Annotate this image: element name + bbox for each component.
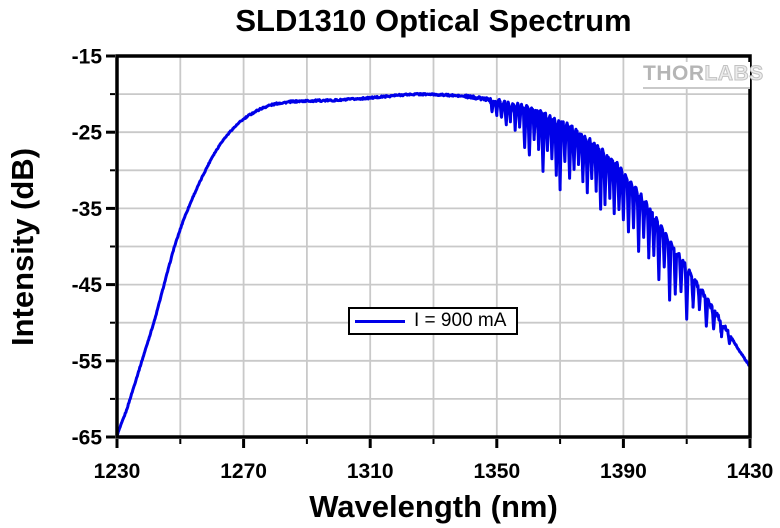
x-tick-label: 1230 xyxy=(94,460,141,483)
legend-line-swatch xyxy=(355,319,405,323)
x-tick-label: 1350 xyxy=(473,460,520,483)
legend-label: I = 900 mA xyxy=(414,310,507,331)
x-tick-label: 1310 xyxy=(347,460,394,483)
axis-ticks: 1230 1270 1310 1350 1390 1430 -15 -25 -35 -45 -55 -… xyxy=(72,46,774,484)
x-tick-label: 1430 xyxy=(727,460,774,483)
thorlabs-logo-labs: LABS xyxy=(704,62,764,86)
y-tick-label: -15 xyxy=(72,46,103,69)
x-axis-title: Wavelength (nm) xyxy=(309,489,558,524)
y-tick-label: -35 xyxy=(72,198,103,221)
y-tick-label: -45 xyxy=(72,274,103,297)
x-tick-label: 1390 xyxy=(600,460,647,483)
y-tick-label: -55 xyxy=(72,350,103,373)
y-axis-title: Intensity (dB) xyxy=(5,147,40,347)
y-tick-label: -25 xyxy=(72,122,103,145)
thorlabs-logo-thor: THOR xyxy=(643,62,705,85)
x-tick-label: 1270 xyxy=(220,460,267,483)
chart-title: SLD1310 Optical Spectrum xyxy=(235,3,632,38)
legend: I = 900 mA xyxy=(348,307,518,335)
y-tick-label: -65 xyxy=(72,427,103,450)
plot-frame xyxy=(115,54,752,439)
thorlabs-watermark-logo: THORLABS xyxy=(643,62,764,89)
spectrum-curve xyxy=(115,91,752,437)
